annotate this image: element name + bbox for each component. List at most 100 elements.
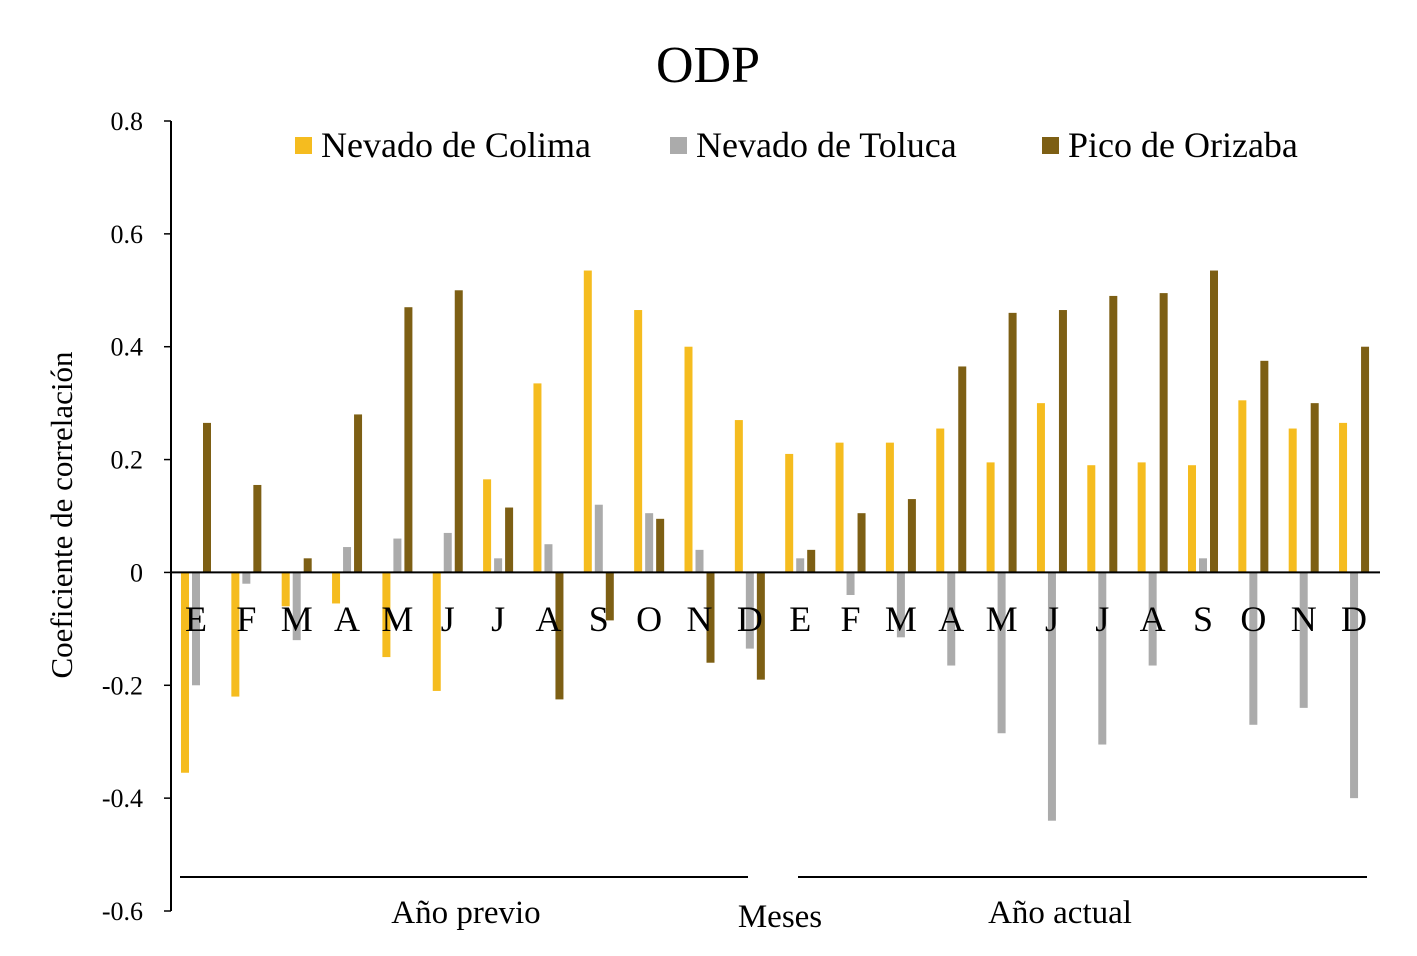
bar-nevado-de-toluca — [494, 558, 503, 573]
bar-nevado-de-colima — [583, 270, 592, 573]
bar-pico-de-orizaba — [253, 484, 262, 573]
bar-nevado-de-toluca — [1098, 572, 1107, 745]
month-label: O — [636, 599, 662, 639]
bar-nevado-de-colima — [785, 453, 794, 573]
bar-nevado-de-colima — [734, 420, 743, 573]
bar-nevado-de-toluca — [896, 572, 905, 638]
month-label: S — [1193, 599, 1213, 639]
bar-nevado-de-toluca — [1199, 558, 1207, 573]
y-tick-label: -0.2 — [102, 671, 143, 700]
bar-pico-de-orizaba — [1260, 360, 1269, 573]
y-tick-label: -0.4 — [102, 784, 143, 813]
bar-nevado-de-colima — [634, 310, 643, 573]
bar-nevado-de-colima — [533, 383, 542, 573]
y-axis-label: Coeficiente de correlación — [44, 351, 79, 679]
month-label: E — [789, 599, 811, 639]
bar-pico-de-orizaba — [303, 558, 312, 573]
bar-pico-de-orizaba — [1008, 312, 1017, 573]
bar-pico-de-orizaba — [907, 499, 916, 573]
bar-nevado-de-toluca — [695, 549, 704, 573]
bar-pico-de-orizaba — [958, 366, 967, 573]
bar-nevado-de-colima — [986, 462, 995, 573]
bar-nevado-de-colima — [432, 572, 441, 691]
bar-nevado-de-toluca — [594, 504, 603, 573]
month-label: D — [1341, 599, 1367, 639]
bar-nevado-de-toluca — [947, 572, 956, 666]
bar-pico-de-orizaba — [505, 507, 514, 573]
bar-nevado-de-colima — [231, 572, 240, 697]
bar-pico-de-orizaba — [807, 549, 816, 573]
legend-swatch — [295, 137, 312, 154]
bar-nevado-de-colima — [1188, 465, 1196, 573]
month-label: J — [1045, 599, 1059, 639]
month-label: J — [1095, 599, 1109, 639]
bar-nevado-de-colima — [835, 442, 844, 573]
bar-nevado-de-toluca — [242, 572, 251, 584]
month-label: J — [491, 599, 505, 639]
month-label: A — [938, 599, 964, 639]
y-tick-label: 0.8 — [111, 107, 144, 136]
month-label: N — [687, 599, 713, 639]
month-label: D — [737, 599, 763, 639]
bar-nevado-de-colima — [684, 346, 693, 573]
bar-nevado-de-colima — [1288, 428, 1297, 573]
bar-nevado-de-colima — [181, 572, 189, 773]
y-tick-label: 0.2 — [111, 446, 144, 475]
bar-pico-de-orizaba — [1210, 270, 1218, 573]
bar-pico-de-orizaba — [706, 572, 715, 663]
bars — [181, 270, 1370, 821]
bar-nevado-de-toluca — [1047, 572, 1056, 821]
month-label: F — [841, 599, 861, 639]
y-tick-label: 0 — [130, 558, 143, 587]
y-tick-label: 0.4 — [111, 333, 144, 362]
month-label: S — [589, 599, 609, 639]
bar-pico-de-orizaba — [203, 422, 211, 573]
bar-nevado-de-colima — [936, 428, 945, 573]
bar-pico-de-orizaba — [756, 572, 765, 680]
bar-nevado-de-toluca — [192, 572, 200, 686]
bar-nevado-de-toluca — [343, 547, 352, 573]
bar-pico-de-orizaba — [1159, 293, 1168, 573]
axes — [170, 121, 1380, 911]
month-label: M — [885, 599, 917, 639]
month-label: J — [441, 599, 455, 639]
month-label: M — [381, 599, 413, 639]
bar-nevado-de-colima — [483, 479, 492, 573]
bar-nevado-de-toluca — [292, 572, 301, 641]
bar-nevado-de-toluca — [443, 532, 452, 573]
bar-nevado-de-toluca — [544, 544, 553, 573]
bar-nevado-de-toluca — [1148, 572, 1157, 666]
y-ticks: 0.8 0.6 0.4 0.2 0 -0.2 -0.4 -0.6 — [102, 107, 171, 926]
month-label: A — [535, 599, 561, 639]
y-tick-label: 0.6 — [111, 220, 144, 249]
bar-nevado-de-colima — [885, 442, 894, 573]
bar-nevado-de-colima — [1036, 403, 1045, 573]
month-label: O — [1240, 599, 1266, 639]
bar-nevado-de-colima — [332, 572, 341, 604]
bar-nevado-de-colima — [281, 572, 290, 607]
x-axis-label: Meses — [738, 899, 822, 935]
bar-pico-de-orizaba — [404, 307, 413, 573]
legend-label: Nevado de Toluca — [696, 125, 957, 165]
group-label: Año previo — [391, 895, 540, 931]
bar-nevado-de-colima — [382, 572, 391, 658]
bar-pico-de-orizaba — [555, 572, 564, 700]
month-label: A — [334, 599, 360, 639]
y-tick-label: -0.6 — [102, 897, 143, 926]
bar-nevado-de-toluca — [645, 513, 654, 573]
bar-nevado-de-toluca — [997, 572, 1006, 734]
chart-title: ODP — [656, 37, 760, 94]
bar-nevado-de-colima — [1339, 422, 1348, 573]
bar-pico-de-orizaba — [1109, 295, 1118, 573]
bar-pico-de-orizaba — [1058, 310, 1067, 573]
month-label: N — [1291, 599, 1317, 639]
year-groups: Año previo Año actual — [180, 876, 1367, 931]
bar-pico-de-orizaba — [1310, 403, 1319, 573]
month-label: F — [236, 599, 256, 639]
group-label: Año actual — [988, 895, 1132, 931]
bar-nevado-de-toluca — [745, 572, 754, 649]
month-label: A — [1140, 599, 1166, 639]
bar-pico-de-orizaba — [1361, 346, 1370, 573]
